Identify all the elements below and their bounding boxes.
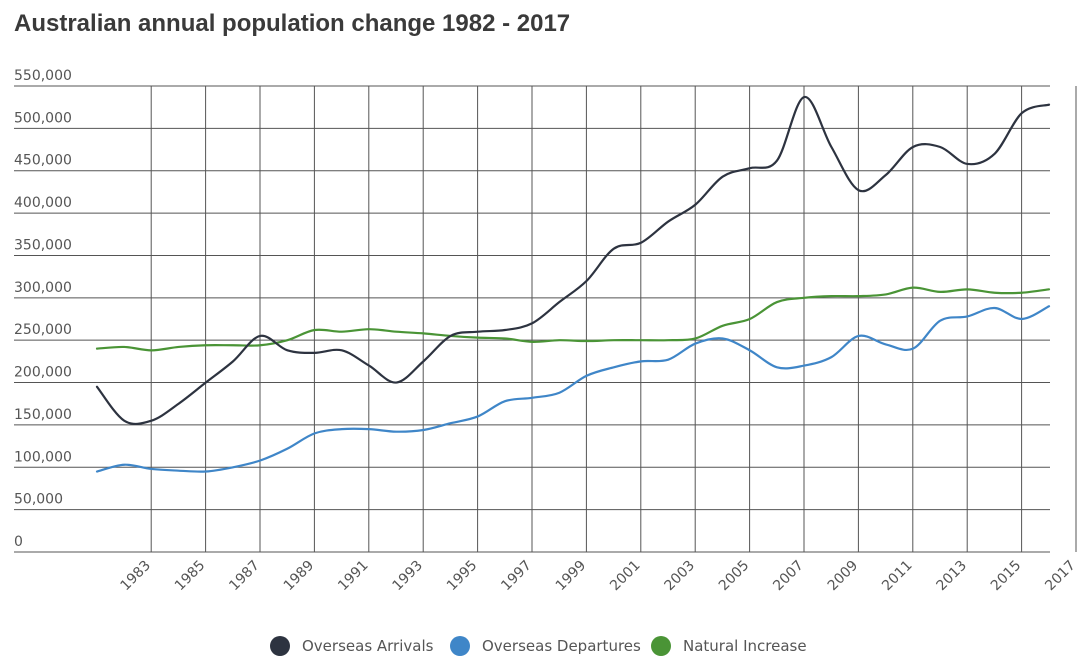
- x-tick-label: 1991: [335, 558, 372, 595]
- y-axis-ticks: 0 50,000 100,000 150,000 200,000 250,000 300,0…: [14, 68, 72, 550]
- x-tick-label: 1987: [226, 558, 263, 595]
- y-tick-label: 450,000: [14, 153, 72, 169]
- x-axis-ticks: 1983 1985 1987 1989 1991 1993 1995 1997 1999 2001…: [118, 558, 1079, 595]
- y-tick-label: 550,000: [14, 68, 72, 84]
- x-tick-label: 1983: [118, 558, 155, 595]
- x-tick-label: 2011: [879, 558, 916, 595]
- x-tick-label: 2005: [716, 558, 753, 595]
- x-tick-label: 2017: [1042, 558, 1079, 595]
- series-line-natural: [95, 286, 1051, 352]
- legend-item-arrivals[interactable]: Overseas Arrivals: [270, 636, 433, 656]
- y-tick-label: 150,000: [14, 407, 72, 423]
- x-tick-label: 1989: [281, 558, 318, 595]
- legend: Overseas Arrivals Overseas Departures Na…: [0, 636, 1080, 660]
- line-chart: 0 50,000 100,000 150,000 200,000 250,000 300,0…: [14, 68, 1079, 595]
- legend-swatch-departures: [450, 636, 470, 656]
- chart-title: Australian annual population change 1982…: [14, 10, 571, 37]
- x-tick-label: 2015: [988, 558, 1025, 595]
- y-tick-label: 400,000: [14, 195, 72, 211]
- legend-swatch-arrivals: [270, 636, 290, 656]
- x-tick-label: 2001: [607, 558, 644, 595]
- x-tick-label: 2013: [934, 558, 971, 595]
- x-tick-label: 1993: [390, 558, 427, 595]
- y-tick-label: 500,000: [14, 110, 72, 126]
- x-tick-label: 1995: [444, 558, 481, 595]
- y-tick-label: 350,000: [14, 237, 72, 253]
- legend-item-natural[interactable]: Natural Increase: [651, 636, 807, 656]
- series-line-departures: [95, 305, 1051, 473]
- legend-swatch-natural: [651, 636, 671, 656]
- series-lines: [95, 95, 1051, 473]
- y-tick-label: 0: [14, 534, 23, 550]
- legend-label-departures: Overseas Departures: [482, 637, 641, 655]
- x-tick-label: 1997: [498, 558, 535, 595]
- x-tick-label: 2003: [662, 558, 699, 595]
- y-tick-label: 100,000: [14, 449, 72, 465]
- y-tick-label: 250,000: [14, 322, 72, 338]
- x-tick-label: 2009: [825, 558, 862, 595]
- grid: [14, 85, 1077, 553]
- y-tick-label: 200,000: [14, 365, 72, 381]
- legend-item-departures[interactable]: Overseas Departures: [450, 636, 641, 656]
- x-tick-label: 1985: [172, 558, 209, 595]
- legend-label-arrivals: Overseas Arrivals: [302, 637, 434, 655]
- y-tick-label: 50,000: [14, 492, 63, 508]
- y-tick-label: 300,000: [14, 280, 72, 296]
- x-tick-label: 1999: [553, 558, 590, 595]
- series-line-arrivals: [95, 95, 1051, 425]
- x-tick-label: 2007: [770, 558, 807, 595]
- legend-label-natural: Natural Increase: [683, 637, 807, 655]
